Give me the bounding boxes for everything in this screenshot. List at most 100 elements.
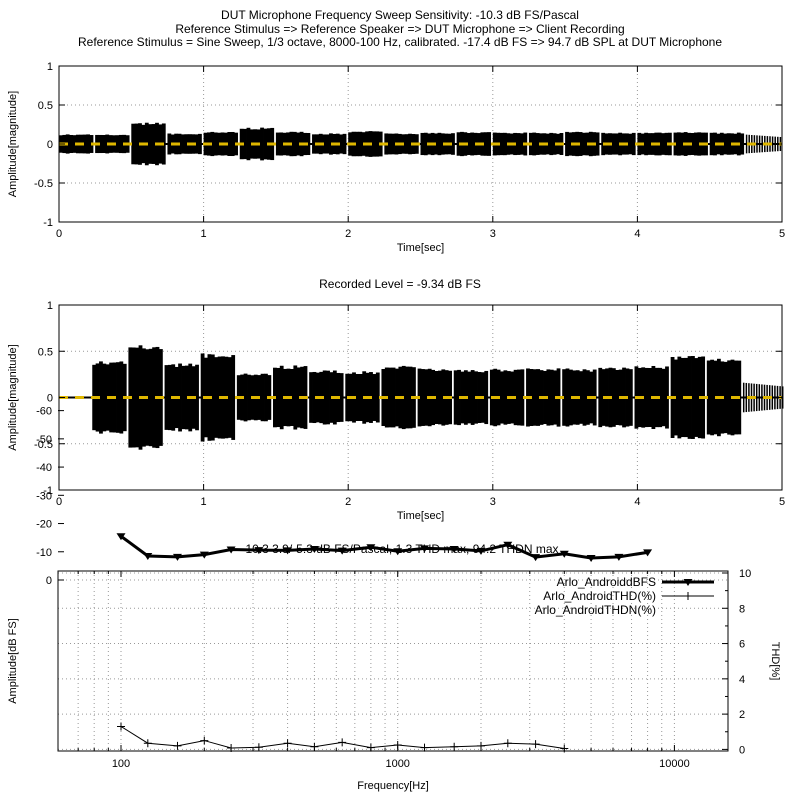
y-left-axis-label: Amplitude[dB FS] <box>7 618 19 704</box>
tone-burst-block <box>119 361 124 434</box>
tone-burst-block <box>275 132 280 156</box>
tone-burst-block <box>292 131 297 157</box>
marker-triangle-down <box>449 545 459 553</box>
x-tick-label: 4 <box>634 496 640 508</box>
x-tick-label: 5 <box>779 228 785 240</box>
tone-burst-block <box>98 134 103 154</box>
tone-burst-block <box>451 133 455 155</box>
tone-burst-block <box>279 132 284 156</box>
tone-burst-block <box>723 361 728 434</box>
marker-triangle-down <box>559 550 569 558</box>
x-tick-label: 1 <box>201 228 207 240</box>
tone-burst-block <box>312 134 316 154</box>
tone-burst-block <box>614 133 619 155</box>
x-axis-label: Time[sec] <box>397 242 444 254</box>
marker-plus <box>200 736 209 745</box>
marker-triangle-down <box>116 533 126 541</box>
tone-burst-block <box>565 368 570 427</box>
tone-burst-block <box>628 133 633 155</box>
x-tick-label: 0 <box>56 228 62 240</box>
marker-plus <box>254 743 263 752</box>
tone-burst-block <box>408 366 413 429</box>
marker-triangle-down <box>199 551 209 559</box>
y-tick-label: -0.5 <box>34 178 53 190</box>
y-left-tick-label: 0 <box>46 575 52 587</box>
fade-tail-stripe <box>742 382 745 413</box>
tone-burst-block <box>99 361 103 434</box>
tone-burst-block <box>195 364 199 431</box>
y-left-tick-label: -30 <box>36 490 52 502</box>
y-right-tick-label: 6 <box>739 639 745 651</box>
y-left-tick-label: -40 <box>36 462 52 474</box>
tone-burst-block <box>243 128 247 160</box>
tone-burst-block <box>388 367 393 428</box>
x-axis-label: Frequency[Hz] <box>357 780 429 792</box>
tone-burst-block <box>326 370 330 425</box>
tone-burst-block <box>387 133 392 155</box>
y-right-tick-label: 4 <box>739 674 745 686</box>
tone-burst-block <box>260 373 265 422</box>
tone-burst-block <box>72 135 77 153</box>
tone-burst-block <box>358 373 363 422</box>
tone-burst-block <box>569 369 573 426</box>
tone-burst-block <box>230 131 235 157</box>
marker-triangle-down <box>309 545 319 553</box>
recorded-waveform-plot: 0 1 2 3 4 5 1 0.5 0 -0.5 -1 Time[sec] Amplitude[magn… <box>7 300 785 522</box>
tone-burst-block <box>391 367 396 428</box>
marker-plus <box>143 739 152 748</box>
marker-plus <box>338 738 347 747</box>
marker-triangle-down <box>476 547 486 555</box>
tone-burst-block <box>516 133 521 155</box>
tone-burst-block <box>408 133 412 155</box>
tone-burst-block <box>694 358 699 437</box>
tone-burst-block <box>631 132 636 156</box>
legend-label: Arlo_AndroidTHDN(%) <box>535 603 656 617</box>
tone-burst-block <box>404 134 409 154</box>
fade-tail-stripe <box>755 383 758 412</box>
tone-burst-block <box>405 366 410 429</box>
tone-burst-block <box>246 127 251 161</box>
tone-burst-block <box>661 368 666 427</box>
tone-burst-block <box>339 134 344 154</box>
tone-burst-block <box>375 372 380 423</box>
fade-tail-stripe <box>774 385 776 410</box>
tone-burst-block <box>82 134 87 154</box>
tone-burst-block <box>549 369 554 426</box>
x-tick-label: 0 <box>56 496 62 508</box>
y-right-tick-label: 8 <box>739 603 745 615</box>
tone-burst-block <box>214 357 219 438</box>
tone-burst-block <box>243 373 248 422</box>
tone-burst-block <box>502 132 507 156</box>
tone-burst-block <box>484 370 489 425</box>
y-axis-label: Amplitude[magnitude] <box>7 91 19 197</box>
tone-burst-block <box>434 371 439 424</box>
fade-tail-stripe <box>771 385 774 410</box>
marker-triangle-down <box>393 548 403 556</box>
tone-burst-block <box>483 132 488 156</box>
fade-tail-stripe <box>756 135 758 153</box>
tone-burst-block <box>676 132 681 156</box>
marker-plus <box>531 740 540 749</box>
tone-burst-block <box>178 363 182 432</box>
fade-tail-stripe <box>745 134 748 154</box>
tone-burst-block <box>372 374 377 421</box>
x-tick-label: 10000 <box>659 758 690 770</box>
tone-burst-block <box>306 132 311 156</box>
tone-burst-block <box>500 371 504 424</box>
tone-burst-block <box>664 132 669 156</box>
marker-triangle-down <box>254 547 264 555</box>
tone-burst-block <box>546 369 551 426</box>
tone-burst-block <box>499 132 504 156</box>
y-right-axis-label: THD[%] <box>769 642 781 681</box>
x-tick-label: 5 <box>779 496 785 508</box>
marker-plus <box>283 739 292 748</box>
x-tick-label: 1 <box>201 496 207 508</box>
tone-burst-block <box>470 132 475 156</box>
tone-burst-block <box>184 365 189 430</box>
tone-burst-block <box>549 132 554 156</box>
tone-burst-block <box>535 133 540 155</box>
y-left-tick-label: -60 <box>36 406 52 418</box>
fade-tail-stripe <box>745 382 748 413</box>
y-tick-label: 0 <box>47 393 53 405</box>
